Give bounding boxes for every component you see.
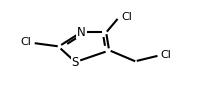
- Text: S: S: [72, 56, 79, 69]
- Text: Cl: Cl: [121, 12, 132, 22]
- Text: N: N: [77, 26, 86, 38]
- Text: Cl: Cl: [21, 37, 32, 47]
- Text: Cl: Cl: [161, 50, 171, 60]
